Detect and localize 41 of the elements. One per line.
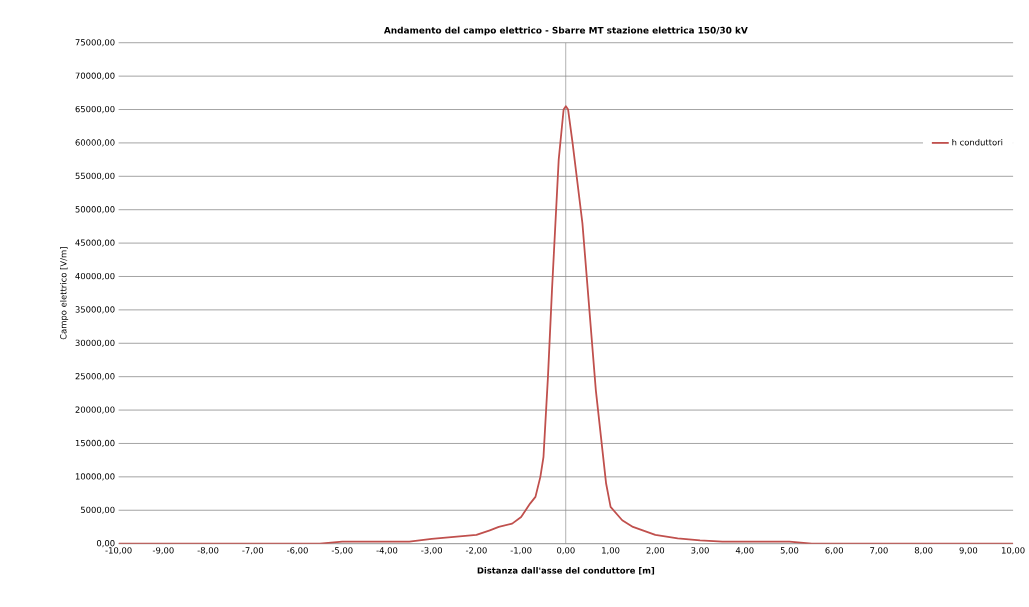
y-tick-label: 35000,00 <box>75 306 115 314</box>
chart-title: Andamento del campo elettrico - Sbarre MT stazione elettrica 150/30 kV <box>383 26 748 36</box>
y-tick-label: 10000,00 <box>75 473 115 481</box>
x-tick-label: -1,00 <box>510 547 532 555</box>
y-tick-label: 15000,00 <box>75 439 115 447</box>
x-tick-label: -2,00 <box>465 547 487 555</box>
x-tick-label: 9,00 <box>959 547 978 555</box>
y-axis-title: Campo elettrico [V/m] <box>60 247 69 340</box>
x-tick-label: -6,00 <box>287 547 308 555</box>
y-tick-label: 20000,00 <box>75 406 115 414</box>
y-tick-label: 55000,00 <box>75 172 115 180</box>
x-tick-label: 5,00 <box>780 547 799 555</box>
y-tick-label: 5000,00 <box>80 506 115 514</box>
x-tick-label: -10,00 <box>105 547 132 555</box>
x-tick-label: -4,00 <box>376 547 398 555</box>
x-tick-label: -7,00 <box>242 547 264 555</box>
x-tick-label: 2,00 <box>646 547 665 555</box>
y-tick-label: 75000,00 <box>75 39 115 47</box>
x-tick-label: -5,00 <box>331 547 353 555</box>
y-tick-label: 45000,00 <box>75 239 115 247</box>
x-tick-label: 3,00 <box>691 547 709 555</box>
x-tick-label: -8,00 <box>197 547 219 555</box>
x-axis-title: Distanza dall'asse del conduttore [m] <box>477 567 655 575</box>
y-tick-label: 65000,00 <box>75 105 115 114</box>
x-tick-label: 7,00 <box>870 547 888 555</box>
x-tick-label: -3,00 <box>421 547 443 555</box>
x-tick-label: 1,00 <box>602 547 620 555</box>
y-tick-label: 70000,00 <box>75 72 115 80</box>
y-tick-label: 40000,00 <box>75 272 115 280</box>
x-tick-label: 6,00 <box>825 547 844 555</box>
x-tick-label: 10,00 <box>1001 547 1025 555</box>
y-tick-label: 25000,00 <box>75 372 115 381</box>
legend-label: h conduttori <box>952 138 1003 146</box>
y-tick-label: 50000,00 <box>75 205 115 214</box>
x-tick-label: 0,00 <box>557 547 575 555</box>
x-tick-label: 8,00 <box>914 547 933 555</box>
x-tick-label: 4,00 <box>735 547 754 555</box>
y-tick-label: 60000,00 <box>75 139 115 147</box>
y-tick-label: 0,00 <box>96 539 115 548</box>
y-tick-label: 30000,00 <box>75 339 115 347</box>
x-tick-label: -9,00 <box>152 547 174 555</box>
